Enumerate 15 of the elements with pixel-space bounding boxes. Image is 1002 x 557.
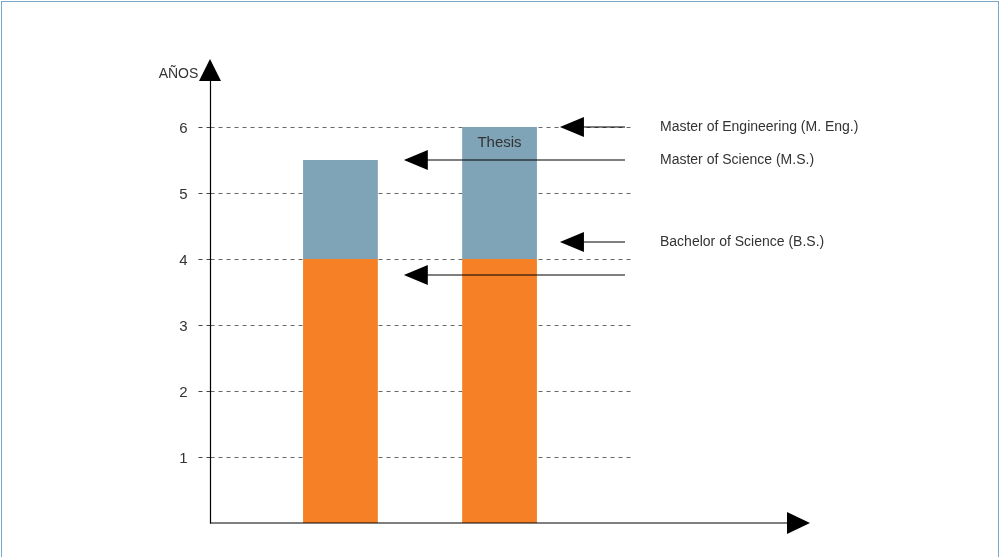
annotation: Thesis (477, 132, 522, 150)
bar (303, 259, 378, 523)
y-tick-label: 6 (179, 118, 188, 136)
y-tick-label: 3 (179, 316, 188, 334)
text: Master of Science (M.S.) (660, 150, 815, 167)
bar (462, 259, 537, 523)
y-tick-label: 4 (179, 250, 188, 268)
y-tick-label: 1 (179, 448, 188, 466)
text: Master of Engineering (M. Eng.) (660, 117, 859, 134)
text: Bachelor of Science (B.S.) (660, 232, 825, 249)
y-tick-label: 2 (179, 382, 188, 400)
bar (303, 160, 378, 259)
bar (462, 127, 537, 259)
y-tick-label: 5 (179, 184, 188, 202)
y-axis-title: AÑOS (158, 64, 199, 81)
